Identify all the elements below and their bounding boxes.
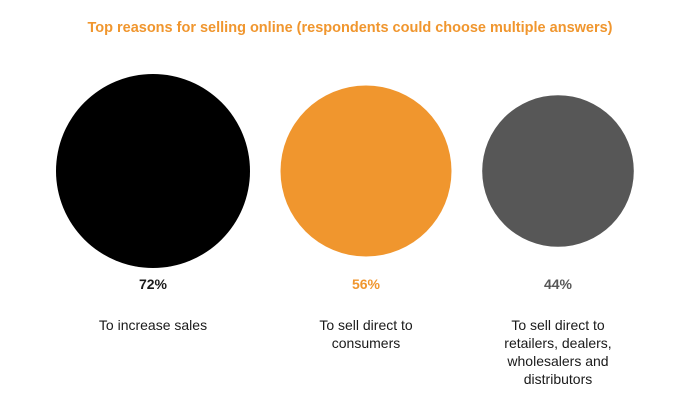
bubble-sell-direct-consumers <box>280 85 452 257</box>
chart-title: Top reasons for selling online (responde… <box>87 20 613 36</box>
bubble-increase-sales <box>56 74 250 268</box>
bubble-sell-direct-retailers <box>482 95 634 247</box>
category-label-sell-direct-retailers: To sell direct to retailers, dealers, wh… <box>504 317 612 387</box>
value-label-sell-direct-consumers: 56% <box>352 276 381 292</box>
value-label-sell-direct-retailers: 44% <box>544 276 573 292</box>
category-label-increase-sales: To increase sales <box>98 317 208 333</box>
value-label-increase-sales: 72% <box>139 276 168 292</box>
category-label-sell-direct-consumers: To sell direct to consumers <box>319 317 413 351</box>
